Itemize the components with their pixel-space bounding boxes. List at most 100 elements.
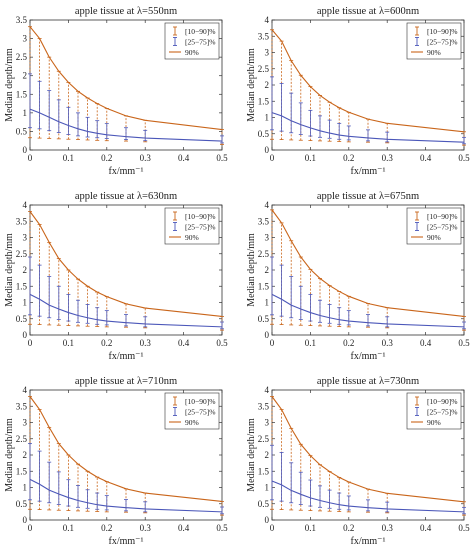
x-axis-label: fx/mm⁻¹ — [351, 351, 386, 362]
x-tick-label: 0.4 — [420, 153, 432, 163]
series-line-median — [271, 112, 465, 143]
x-tick-label: 0.2 — [343, 338, 354, 348]
chart-legend: [10−90]% [25−75]%90% — [164, 22, 220, 60]
legend-label: [10−90]% — [185, 27, 215, 36]
x-tick-label: 0.5 — [458, 523, 470, 533]
y-axis-label: Median depth/mm — [246, 418, 257, 492]
x-tick-label: 0.5 — [216, 153, 228, 163]
y-tick-label: 1 — [23, 483, 28, 493]
y-tick-label: 0 — [23, 330, 28, 340]
legend-label: [10−90]% — [427, 397, 457, 406]
y-tick-label: 0 — [23, 515, 28, 525]
y-tick-label: 0.5 — [16, 314, 28, 324]
y-tick-label: 3.5 — [258, 31, 270, 41]
y-tick-label: 2.5 — [258, 434, 270, 444]
chart-title: apple tissue at λ=630nm — [75, 191, 177, 202]
chart-legend: [10−90]% [25−75]%90% — [406, 207, 462, 245]
legend-box — [406, 207, 462, 245]
y-tick-label: 3 — [23, 34, 28, 44]
x-tick-label: 0.4 — [420, 338, 432, 348]
x-tick-label: 0.5 — [458, 153, 470, 163]
legend-label: [10−90]% — [185, 212, 215, 221]
legend-label: [10−90]% — [427, 212, 457, 221]
x-tick-label: 0 — [28, 338, 33, 348]
y-tick-label: 3.5 — [258, 401, 270, 411]
x-tick-label: 0.1 — [63, 523, 74, 533]
legend-label: [25−75]% — [427, 223, 457, 232]
x-tick-label: 0.2 — [343, 153, 354, 163]
y-tick-label: 2 — [23, 450, 28, 460]
y-tick-label: 1.5 — [16, 466, 28, 476]
chart-title: apple tissue at λ=730nm — [317, 376, 419, 387]
x-tick-label: 0 — [28, 153, 33, 163]
y-tick-label: 2 — [265, 450, 270, 460]
legend-label: 90% — [427, 48, 441, 57]
legend-box — [406, 22, 462, 60]
y-tick-label: 3 — [23, 418, 28, 428]
y-tick-label: 0 — [265, 145, 270, 155]
y-axis-label: Median depth/mm — [4, 48, 15, 122]
y-tick-label: 4 — [265, 385, 270, 395]
y-tick-label: 1 — [265, 483, 270, 493]
legend-box — [164, 22, 220, 60]
series-line-90pct — [29, 396, 223, 503]
x-tick-label: 0.1 — [63, 338, 74, 348]
y-tick-label: 0.5 — [16, 499, 28, 509]
legend-label: 90% — [185, 48, 199, 57]
y-tick-label: 0 — [265, 515, 270, 525]
x-tick-label: 0.3 — [382, 338, 394, 348]
x-tick-label: 0.3 — [382, 153, 394, 163]
chart-panel-1: apple tissue at λ=550nm 0 0.5 1 1.5 2 2.5 3 3.5 0… — [4, 6, 228, 177]
chart-legend: [10−90]% [25−75]%90% — [164, 207, 220, 245]
legend-label: [10−90]% — [185, 397, 215, 406]
y-tick-label: 1 — [265, 113, 270, 123]
series-line-90pct — [271, 396, 465, 503]
legend-box — [164, 392, 220, 430]
chart-panel-5: apple tissue at λ=710nm 0 0.5 1 1.5 2 2.5 3 3.5 4… — [4, 376, 228, 547]
series-line-90pct — [271, 209, 465, 318]
x-tick-label: 0.5 — [216, 523, 228, 533]
series-line-90pct — [29, 26, 223, 131]
x-tick-label: 0.4 — [178, 153, 190, 163]
legend-label: 90% — [427, 418, 441, 427]
x-tick-label: 0.4 — [420, 523, 432, 533]
y-tick-label: 2.5 — [258, 249, 270, 259]
x-tick-label: 0 — [270, 338, 275, 348]
y-tick-label: 2.5 — [16, 249, 28, 259]
y-tick-label: 2 — [23, 71, 28, 81]
y-tick-label: 3.5 — [16, 15, 28, 25]
x-axis-label: fx/mm⁻¹ — [109, 536, 144, 547]
y-tick-label: 2 — [23, 265, 28, 275]
chart-panel-6: apple tissue at λ=730nm 0 0.5 1 1.5 2 2.5 3 3.5 4… — [246, 376, 470, 547]
y-tick-label: 0.5 — [258, 314, 270, 324]
x-axis-label: fx/mm⁻¹ — [109, 166, 144, 177]
x-axis-label: fx/mm⁻¹ — [351, 536, 386, 547]
y-tick-label: 0.5 — [258, 499, 270, 509]
y-axis-label: Median depth/mm — [246, 233, 257, 307]
legend-box — [164, 207, 220, 245]
x-tick-label: 0.3 — [140, 523, 152, 533]
series-line-median — [271, 293, 465, 328]
x-axis-label: fx/mm⁻¹ — [109, 351, 144, 362]
x-tick-label: 0.1 — [63, 153, 74, 163]
y-tick-label: 2 — [265, 265, 270, 275]
y-tick-label: 2 — [265, 80, 270, 90]
x-tick-label: 0 — [270, 153, 275, 163]
legend-label: [25−75]% — [427, 408, 457, 417]
chart-title: apple tissue at λ=550nm — [75, 6, 177, 17]
y-axis-label: Median depth/mm — [4, 233, 15, 307]
y-tick-label: 1 — [23, 108, 28, 118]
x-tick-label: 0.2 — [101, 153, 112, 163]
y-tick-label: 4 — [265, 200, 270, 210]
series-line-median — [271, 480, 465, 513]
x-tick-label: 0.5 — [458, 338, 470, 348]
y-tick-label: 0 — [23, 145, 28, 155]
y-tick-label: 2.5 — [16, 52, 28, 62]
x-tick-label: 0 — [28, 523, 33, 533]
y-tick-label: 0.5 — [16, 126, 28, 136]
x-tick-label: 0.1 — [305, 338, 316, 348]
y-tick-label: 0 — [265, 330, 270, 340]
legend-label: [10−90]% — [427, 27, 457, 36]
chart-panel-3: apple tissue at λ=630nm 0 0.5 1 1.5 2 2.5 3 3.5 4… — [4, 191, 228, 362]
